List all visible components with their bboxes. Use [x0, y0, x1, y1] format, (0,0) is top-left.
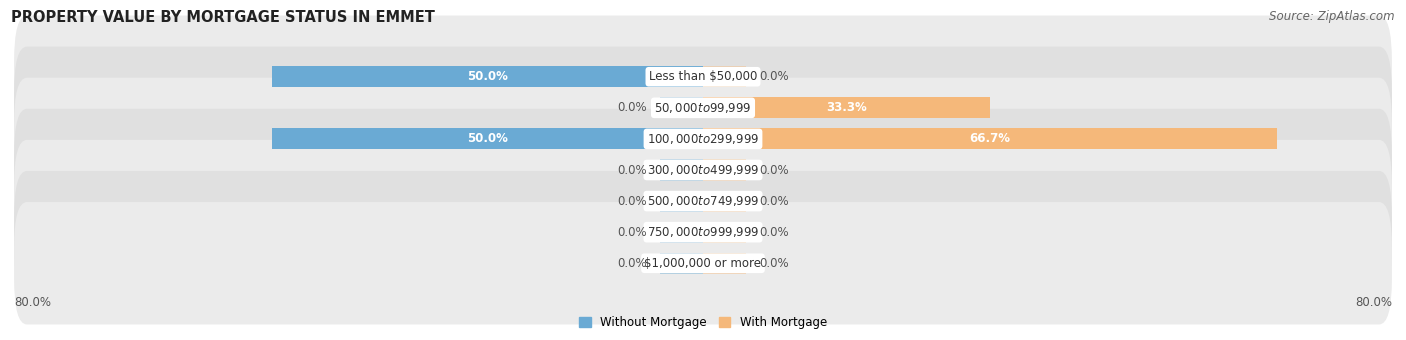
Text: $500,000 to $749,999: $500,000 to $749,999	[647, 194, 759, 208]
Text: 80.0%: 80.0%	[14, 296, 51, 309]
Bar	[703, 190, 747, 212]
FancyBboxPatch shape	[14, 16, 1392, 138]
Legend: Without Mortgage, With Mortgage: Without Mortgage, With Mortgage	[574, 311, 832, 334]
Bar	[703, 66, 747, 87]
Text: $50,000 to $99,999: $50,000 to $99,999	[654, 101, 752, 115]
Text: $750,000 to $999,999: $750,000 to $999,999	[647, 225, 759, 239]
FancyBboxPatch shape	[14, 78, 1392, 200]
Text: 0.0%: 0.0%	[759, 194, 789, 208]
Text: PROPERTY VALUE BY MORTGAGE STATUS IN EMMET: PROPERTY VALUE BY MORTGAGE STATUS IN EMM…	[11, 10, 434, 25]
Bar	[659, 253, 703, 274]
Bar	[273, 128, 703, 150]
FancyBboxPatch shape	[14, 171, 1392, 293]
Text: 66.7%: 66.7%	[970, 132, 1011, 146]
FancyBboxPatch shape	[14, 140, 1392, 262]
Text: 0.0%: 0.0%	[617, 194, 647, 208]
Bar	[659, 159, 703, 181]
Text: $100,000 to $299,999: $100,000 to $299,999	[647, 132, 759, 146]
Text: 0.0%: 0.0%	[617, 257, 647, 270]
Bar	[273, 66, 703, 87]
FancyBboxPatch shape	[14, 109, 1392, 231]
FancyBboxPatch shape	[14, 47, 1392, 169]
Text: Source: ZipAtlas.com: Source: ZipAtlas.com	[1270, 10, 1395, 23]
Bar	[703, 253, 747, 274]
Text: 0.0%: 0.0%	[759, 226, 789, 239]
Bar	[659, 190, 703, 212]
Text: 50.0%: 50.0%	[467, 70, 508, 83]
Text: 0.0%: 0.0%	[759, 164, 789, 176]
Bar	[703, 128, 1278, 150]
Bar	[703, 222, 747, 243]
Text: $1,000,000 or more: $1,000,000 or more	[644, 257, 762, 270]
Text: 0.0%: 0.0%	[617, 101, 647, 114]
Bar	[703, 159, 747, 181]
Text: Less than $50,000: Less than $50,000	[648, 70, 758, 83]
Text: 0.0%: 0.0%	[759, 70, 789, 83]
Text: 0.0%: 0.0%	[759, 257, 789, 270]
Text: $300,000 to $499,999: $300,000 to $499,999	[647, 163, 759, 177]
FancyBboxPatch shape	[14, 202, 1392, 324]
Bar	[703, 97, 990, 118]
Text: 0.0%: 0.0%	[617, 164, 647, 176]
Text: 50.0%: 50.0%	[467, 132, 508, 146]
Text: 33.3%: 33.3%	[825, 101, 866, 114]
Bar	[659, 97, 703, 118]
Text: 0.0%: 0.0%	[617, 226, 647, 239]
Text: 80.0%: 80.0%	[1355, 296, 1392, 309]
Bar	[659, 222, 703, 243]
